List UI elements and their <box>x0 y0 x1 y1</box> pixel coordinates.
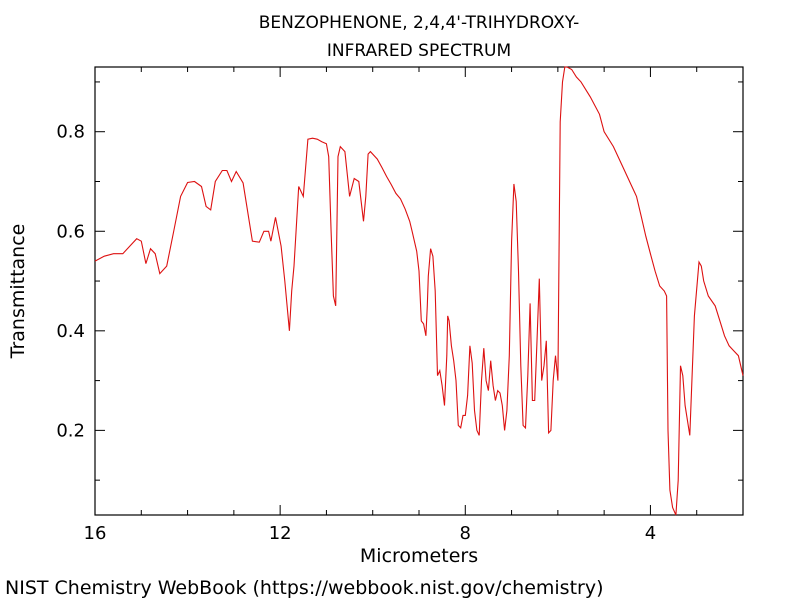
x-tick-label: 16 <box>84 523 107 544</box>
chart-title: BENZOPHENONE, 2,4,4'-TRIHYDROXY- <box>259 13 580 33</box>
y-tick-label: 0.8 <box>56 122 85 143</box>
axis-ticks <box>94 67 743 515</box>
y-tick-label: 0.6 <box>56 221 85 242</box>
plot-frame <box>94 66 744 516</box>
y-tick-label: 0.2 <box>56 420 85 441</box>
chart-subtitle: INFRARED SPECTRUM <box>327 41 511 61</box>
x-axis-label: Micrometers <box>360 545 478 567</box>
spectrum-line <box>94 66 744 516</box>
y-tick-label: 0.4 <box>56 321 85 342</box>
x-tick-label: 12 <box>269 523 292 544</box>
axis-tick-labels: 16 12 8 4 0.2 0.4 0.6 0.8 <box>56 122 656 544</box>
y-axis-label: Transmittance <box>7 224 29 360</box>
x-tick-label: 4 <box>645 523 656 544</box>
nist-credit: NIST Chemistry WebBook (https://webbook.… <box>5 577 603 599</box>
x-tick-label: 8 <box>460 523 471 544</box>
